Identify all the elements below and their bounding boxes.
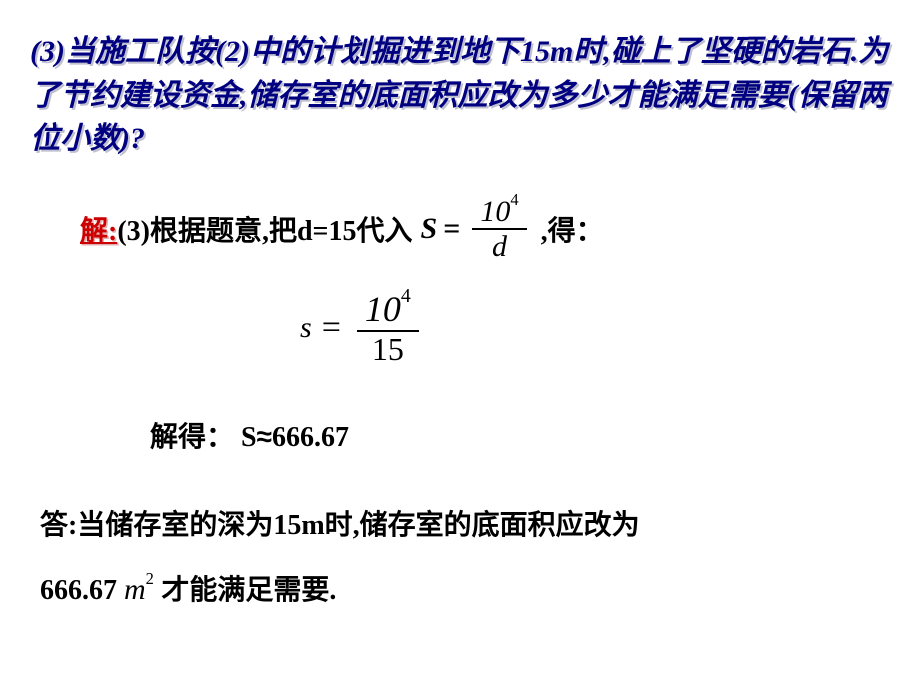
formula1-lhs: S [421,212,438,246]
formula1-numerator: 104 [472,195,526,230]
answer-line1: 答:当储存室的深为15m时,储存室的底面积应改为 [40,510,640,541]
formula2-num-exp: 4 [401,285,411,307]
formula2-denominator: 15 [364,332,412,367]
formula2-fraction: 104 15 [357,290,419,367]
question-text: (3)当施工队按(2)中的计划掘进到地下15m时,碰上了坚硬的岩石.为了节约建设… [30,30,890,161]
formula1-num-exp: 4 [510,190,518,209]
formula1-num-base: 10 [480,195,510,228]
result-var: S [241,422,257,453]
formula1-equals: = [443,212,460,246]
formula2-lhs: s [300,311,312,345]
unit-base: m [124,573,146,606]
formula2-equals: = [322,309,341,347]
formula1-fraction: 104 d [472,195,526,263]
result-value: 666.67 [272,422,349,453]
result-prefix: 解得： [150,422,241,453]
result-line: 解得： S≈666.67 [150,415,349,455]
formula2-numerator: 104 [357,290,419,332]
solution-suffix: ,得： [541,209,604,249]
solution-label: 解: [80,209,117,249]
answer-suffix: 才能满足需要. [161,575,336,606]
formula1-denominator: d [484,230,515,263]
answer-block: 答:当储存室的深为15m时,储存室的底面积应改为 666.67 m2 才能满足需… [40,495,890,623]
formula-1: S = 104 d [421,195,533,263]
formula2-num-base: 10 [365,289,401,329]
unit-exp: 2 [146,569,154,588]
formula-2: s = 104 15 [300,290,425,367]
solution-prefix: (3)根据题意,把d=15代入 [117,209,412,249]
unit-m2: m2 [124,573,161,606]
answer-value: 666.67 [40,575,117,606]
solution-line: 解: (3)根据题意,把d=15代入 S = 104 d ,得： [80,195,604,263]
approx-symbol: ≈ [257,421,272,452]
